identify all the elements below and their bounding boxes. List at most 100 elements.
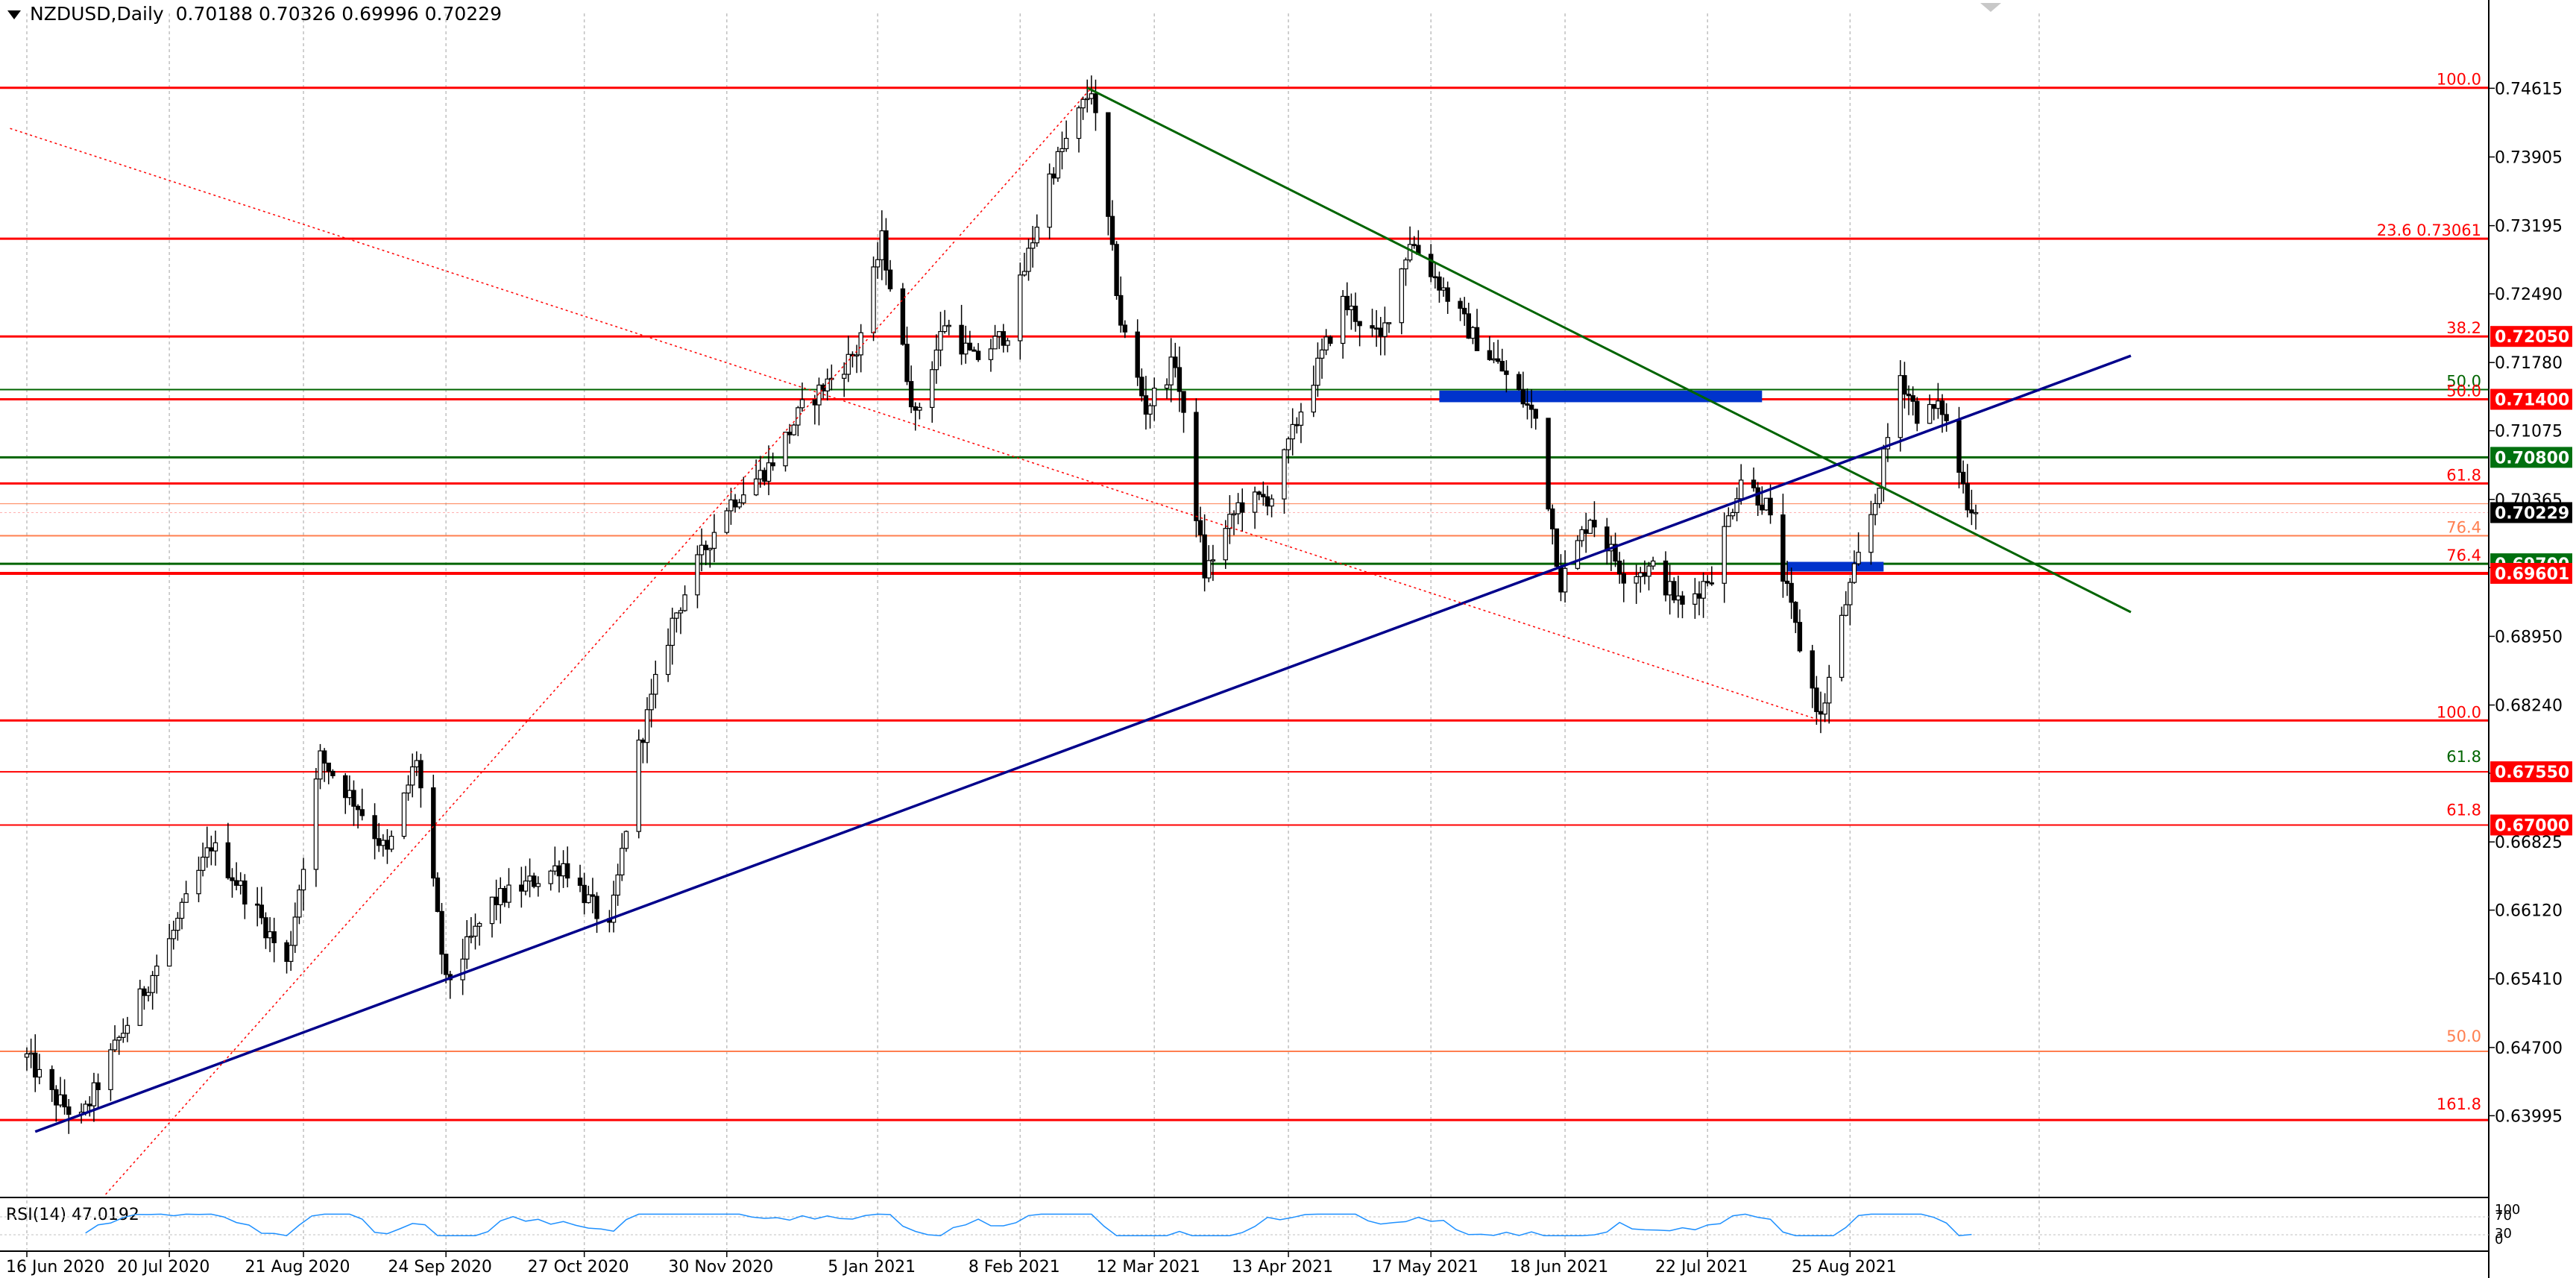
fib-level-label: 61.8 <box>2446 466 2481 484</box>
candle-body <box>1261 494 1266 497</box>
x-tick-label: 25 Aug 2021 <box>1792 1258 1897 1277</box>
ohlc-values: 0.70188 0.70326 0.69996 0.70229 <box>175 3 502 25</box>
candle-body <box>49 1068 54 1090</box>
candle-body <box>1173 356 1178 368</box>
candle-body <box>1755 487 1760 506</box>
candle-body <box>91 1082 97 1107</box>
candle-body <box>1491 358 1496 361</box>
candle-body <box>288 945 294 962</box>
candle-body <box>1726 515 1731 527</box>
fib-baseline-dotted[interactable] <box>10 128 1821 722</box>
candle-body <box>1642 572 1648 577</box>
candle-body <box>519 884 524 892</box>
candle-body <box>1147 405 1153 415</box>
candle-body <box>1349 305 1354 310</box>
candle-body <box>439 910 444 955</box>
candle-body <box>154 966 160 977</box>
candle-body <box>1382 322 1388 337</box>
candle-body <box>1562 567 1568 593</box>
candle-body <box>1085 98 1090 101</box>
candle-body <box>1818 711 1824 715</box>
candle-body <box>1881 448 1886 489</box>
candle-body <box>1055 151 1061 179</box>
candle-body <box>1944 414 1949 421</box>
x-tick-label: 8 Feb 2021 <box>969 1258 1060 1277</box>
fib-level-label: 161.8 <box>2437 1095 2481 1113</box>
rsi-line <box>85 1213 1972 1236</box>
candle-body <box>825 378 830 391</box>
candle-body <box>297 889 302 918</box>
candle-body <box>548 870 553 884</box>
candle-body <box>418 760 423 789</box>
candle-body <box>1915 400 1920 424</box>
candle-body <box>1089 93 1095 99</box>
candle-body <box>967 342 973 350</box>
candle-body <box>1290 424 1295 440</box>
candle-body <box>292 916 297 946</box>
candle-body <box>1021 271 1027 276</box>
candle-body <box>1877 488 1882 505</box>
x-tick-label: 16 Jun 2020 <box>6 1258 104 1277</box>
candle-body <box>468 935 474 938</box>
level-labels-layer: 100.023.6 0.7306138.250.050.061.876.476.… <box>2377 71 2481 1113</box>
candle-body <box>150 975 155 993</box>
trendline-green[interactable] <box>1086 86 2132 614</box>
price-tag <box>2490 388 2572 410</box>
candle-body <box>1235 502 1241 514</box>
candle-body <box>623 831 629 849</box>
candle-body <box>476 923 482 927</box>
candle-body <box>762 470 767 482</box>
price-tag <box>2490 326 2572 347</box>
trendline-blue[interactable] <box>34 354 2132 1133</box>
candle-body <box>1109 215 1115 245</box>
candle-body <box>54 1089 59 1106</box>
x-tick-label: 5 Jan 2021 <box>828 1258 916 1277</box>
candle-body <box>1440 287 1446 291</box>
fib-level-label: 50.0 <box>2446 373 2481 391</box>
dropdown-triangle-icon[interactable] <box>7 10 21 19</box>
candle-body <box>347 790 353 799</box>
candle-body <box>1168 356 1174 385</box>
fib-level-label: 61.8 <box>2446 801 2481 819</box>
candle-body <box>1026 248 1031 272</box>
time-axis: 16 Jun 2020 20 Jul 2020 21 Aug 2020 24 Sep … <box>6 1251 1897 1277</box>
candle-body <box>238 880 243 886</box>
candle-body <box>904 344 910 383</box>
candle-body <box>112 1039 118 1051</box>
blue-zone[interactable] <box>1439 390 1763 403</box>
candle-body <box>1063 137 1069 149</box>
candle-body <box>564 863 570 879</box>
candle-body <box>233 880 239 886</box>
candle-body <box>1705 581 1710 584</box>
rsi-scale-label: 0 <box>2495 1232 2503 1247</box>
blue-zone[interactable] <box>1787 561 1884 572</box>
price-tag-text: 0.67000 <box>2495 816 2569 835</box>
candle-body <box>1315 357 1320 386</box>
x-tick-label: 21 Aug 2020 <box>245 1258 350 1277</box>
candle-body <box>1403 259 1408 270</box>
candle-body <box>1122 324 1128 333</box>
candle-body <box>1227 514 1232 529</box>
candle-body <box>1528 404 1534 410</box>
candle-body <box>577 877 583 886</box>
candle-body <box>380 840 386 846</box>
candle-body <box>1076 107 1082 139</box>
y-tick-label: 0.66825 <box>2495 834 2563 852</box>
candle-body <box>489 896 495 925</box>
candle-body <box>1311 385 1317 413</box>
fib-level-label: 76.4 <box>2446 518 2481 536</box>
candle-body <box>473 925 478 937</box>
candle-body <box>1839 614 1845 679</box>
candle-body <box>938 331 943 351</box>
candle-body <box>1445 287 1450 302</box>
candle-body <box>179 901 185 919</box>
candle-body <box>506 884 511 903</box>
candle-body <box>1587 520 1593 534</box>
candle-body <box>1265 496 1270 507</box>
candle-body <box>1680 595 1685 605</box>
candle-body <box>636 739 641 832</box>
candle-body <box>1298 411 1304 426</box>
candle-body <box>1143 395 1149 415</box>
price-tag-text: 0.72050 <box>2495 328 2569 347</box>
